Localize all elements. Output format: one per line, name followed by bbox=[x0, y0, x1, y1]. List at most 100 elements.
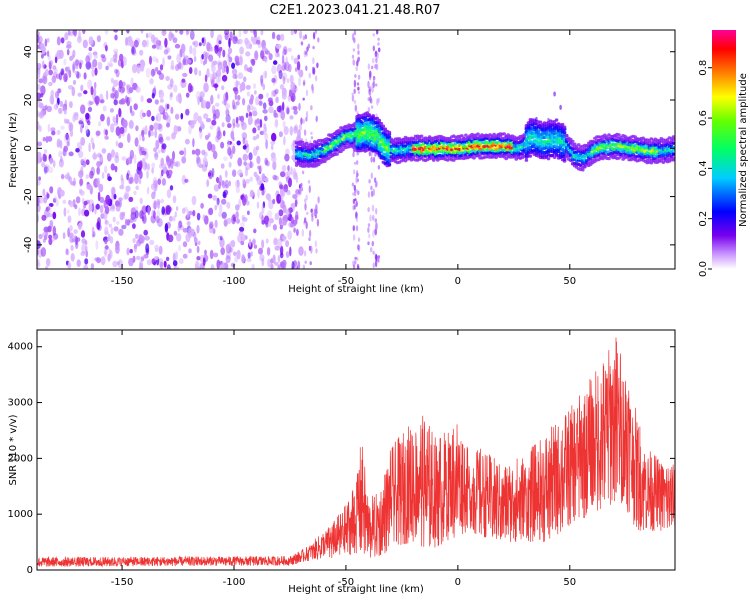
spectrogram-cell bbox=[87, 100, 92, 107]
spectrogram-cell bbox=[298, 246, 304, 256]
spectrogram-cell bbox=[72, 49, 76, 58]
spectrogram-cell bbox=[217, 93, 220, 100]
spectrogram-cell bbox=[162, 163, 167, 170]
spectrogram-cell bbox=[252, 136, 257, 141]
spectrogram-cell bbox=[91, 65, 95, 70]
spectrogram-cell bbox=[208, 54, 214, 62]
spectrogram-cell bbox=[252, 110, 258, 117]
spectrogram-cell bbox=[292, 194, 298, 199]
spectrogram-cell bbox=[54, 56, 58, 64]
spectrogram-cell bbox=[113, 79, 119, 87]
spectrogram-cell bbox=[291, 55, 294, 61]
spectrogram-cell bbox=[49, 186, 54, 194]
spectrogram-cell bbox=[288, 89, 292, 97]
spectrogram-cell bbox=[225, 255, 231, 264]
spectrogram-cell bbox=[73, 235, 77, 242]
spectrogram-cell bbox=[42, 75, 48, 85]
spectrogram-cell bbox=[145, 33, 149, 39]
spectrogram-cell bbox=[45, 136, 49, 143]
spectrogram-cell bbox=[110, 186, 116, 196]
spectrogram-cell bbox=[161, 143, 167, 150]
spectrogram-cell bbox=[45, 207, 50, 212]
spectrogram-cell bbox=[372, 229, 375, 238]
spectrogram-cell bbox=[144, 125, 148, 135]
spectrogram-cell bbox=[220, 247, 225, 256]
spectrogram-cell bbox=[370, 247, 373, 253]
spectrogram-cell bbox=[191, 149, 196, 155]
spectrogram-cell bbox=[374, 259, 378, 268]
spectrogram-cell bbox=[285, 208, 290, 218]
spectrogram-cell bbox=[270, 90, 274, 98]
spectrogram-cell bbox=[37, 259, 40, 266]
spectrogram-cell bbox=[274, 118, 279, 128]
spectrogram-cell bbox=[113, 30, 119, 33]
spectrogram-cell bbox=[283, 62, 287, 71]
spectrogram-cell bbox=[304, 202, 307, 211]
spectrogram-cell bbox=[236, 218, 240, 224]
spectrogram-cell bbox=[64, 32, 69, 41]
spectrogram-cell bbox=[174, 113, 180, 120]
spectrogram-cell bbox=[185, 108, 190, 116]
spectrogram-cell bbox=[259, 118, 263, 128]
spectrogram-cell bbox=[175, 206, 179, 211]
spectrogram-cell bbox=[37, 34, 40, 44]
spectrogram-cell bbox=[203, 151, 208, 157]
spectrogram-cell bbox=[220, 163, 225, 169]
spectrogram-cell bbox=[352, 151, 355, 158]
x-tick-label: -100 bbox=[223, 276, 246, 287]
spectrogram-cell bbox=[375, 63, 379, 71]
spectrogram-cell bbox=[125, 95, 128, 104]
spectrogram-cell bbox=[157, 218, 163, 228]
spectrogram-cell bbox=[284, 153, 290, 162]
spectrogram-cell bbox=[223, 98, 227, 106]
spectrogram-cell bbox=[184, 178, 189, 183]
spectrogram-cell bbox=[125, 185, 131, 192]
spectrogram-cell bbox=[113, 226, 119, 232]
spectrogram-cell bbox=[253, 171, 258, 178]
spectrogram-cell bbox=[248, 104, 254, 111]
y-tick-label: 0 bbox=[23, 145, 34, 151]
spectrogram-cell bbox=[209, 249, 214, 260]
spectrogram-cell bbox=[134, 210, 139, 219]
spectrogram-cell bbox=[104, 220, 110, 226]
spectrogram-cell bbox=[74, 59, 80, 66]
spectrogram-cell bbox=[335, 152, 339, 156]
spectrogram-cell bbox=[73, 111, 79, 117]
spectrogram-cell bbox=[211, 63, 216, 73]
spectrogram-cell bbox=[353, 37, 356, 44]
spectrogram-cell bbox=[187, 210, 193, 216]
spectrogram-cell bbox=[100, 99, 105, 104]
spectrogram-cell bbox=[245, 112, 249, 118]
spectrogram-cell bbox=[241, 217, 248, 222]
spectrogram-cell bbox=[256, 134, 260, 139]
spectrogram-cell bbox=[286, 78, 290, 84]
spectrogram-cell bbox=[234, 256, 239, 263]
spectrogram-cell bbox=[372, 80, 375, 89]
spectrogram-cell bbox=[171, 34, 175, 41]
spectrogram-cell bbox=[162, 30, 166, 34]
spectrogram-cell bbox=[55, 198, 59, 207]
spectrogram-cell bbox=[279, 224, 283, 230]
spectrogram-cell bbox=[290, 81, 296, 91]
spectrogram-cell bbox=[464, 153, 468, 157]
spectrogram-cell bbox=[528, 154, 533, 158]
spectrogram-cell bbox=[139, 210, 144, 220]
spectrogram-cell bbox=[295, 189, 300, 195]
spectrogram-x-label: Height of straight line (km) bbox=[288, 284, 424, 295]
spectrogram-cell bbox=[120, 98, 126, 105]
spectrogram-cell bbox=[374, 228, 377, 235]
spectrogram-cell bbox=[357, 245, 360, 249]
spectrogram-cell bbox=[293, 126, 298, 134]
colorbar-tick-label: 0.8 bbox=[698, 60, 709, 76]
spectrogram-cell bbox=[56, 91, 60, 97]
spectrogram-cell bbox=[245, 162, 251, 171]
spectrogram-cell bbox=[207, 141, 213, 152]
spectrogram-cell bbox=[118, 197, 123, 202]
spectrogram-cell bbox=[69, 101, 73, 109]
spectrogram-cell bbox=[196, 155, 200, 164]
spectrogram-cell bbox=[56, 49, 62, 60]
spectrogram-cell bbox=[85, 159, 90, 166]
spectrogram-cell bbox=[276, 238, 283, 249]
spectrogram-cell bbox=[357, 90, 361, 95]
spectrogram-cell bbox=[214, 44, 219, 54]
